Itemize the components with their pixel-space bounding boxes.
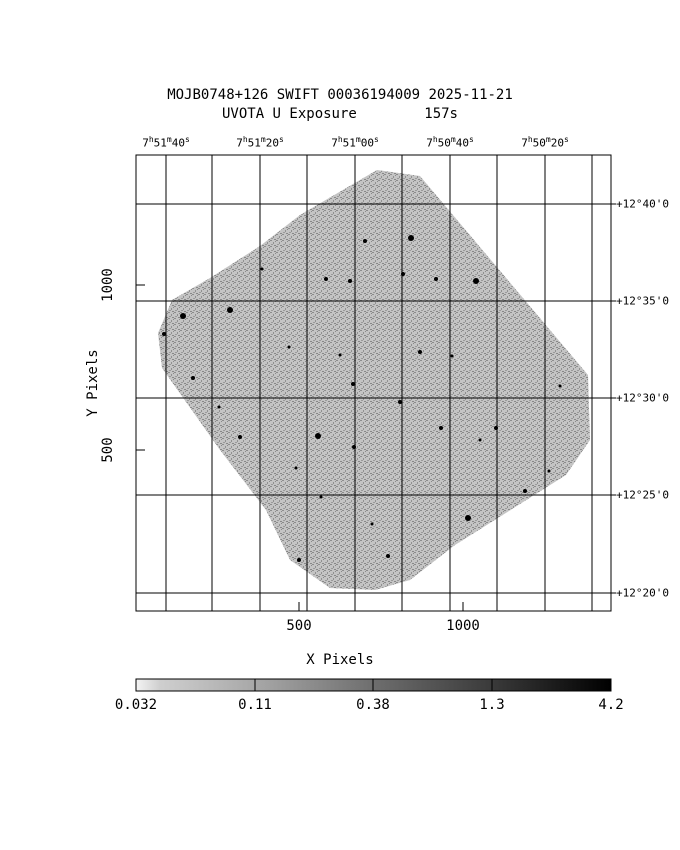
- star-point: [315, 433, 321, 439]
- star-point: [180, 313, 186, 319]
- x-axis-label: X Pixels: [306, 652, 374, 668]
- star-point: [523, 489, 527, 493]
- star-point: [227, 307, 233, 313]
- star-point: [338, 353, 342, 357]
- star-point: [434, 277, 438, 281]
- star-point: [439, 426, 443, 430]
- star-point: [478, 438, 482, 442]
- star-point: [319, 495, 323, 499]
- star-point: [547, 469, 551, 473]
- colorbar-ticks: [254, 679, 493, 691]
- dec-label-0: +12°40'0: [616, 197, 669, 211]
- star-point: [191, 376, 195, 380]
- star-point: [294, 466, 298, 470]
- dec-label-3: +12°25'0: [616, 488, 669, 502]
- star-point: [465, 515, 471, 521]
- star-point: [370, 522, 374, 526]
- star-point: [348, 279, 352, 283]
- star-point: [297, 558, 301, 562]
- dec-label-4: +12°20'0: [616, 586, 669, 600]
- coordinate-grid: [136, 155, 611, 611]
- star-point: [324, 277, 328, 281]
- x-tick-1000: 1000: [446, 618, 480, 634]
- star-point: [418, 350, 422, 354]
- star-point: [351, 382, 355, 386]
- star-point: [398, 400, 402, 404]
- star-point: [217, 405, 221, 409]
- star-point: [473, 278, 479, 284]
- star-point: [260, 267, 264, 271]
- y-tick-1000: 1000: [100, 268, 116, 302]
- colorbar-label-3: 1.3: [479, 697, 505, 713]
- axis-ticks: [136, 203, 616, 611]
- image-title: MOJB0748+126 SWIFT 00036194009 2025-11-2…: [167, 87, 513, 103]
- dec-label-1: +12°35'0: [616, 294, 669, 308]
- colorbar-label-4: 4.2: [598, 697, 624, 713]
- ra-label-1: 7h51m20s: [236, 135, 284, 150]
- star-point: [558, 384, 562, 388]
- y-tick-500: 500: [100, 437, 116, 463]
- colorbar-label-1: 0.11: [238, 697, 272, 713]
- star-point: [408, 235, 414, 241]
- star-point: [162, 332, 166, 336]
- colorbar-label-2: 0.38: [356, 697, 390, 713]
- star-point: [238, 435, 242, 439]
- plot-frame: [135, 154, 612, 612]
- ra-label-0: 7h51m40s: [142, 135, 190, 150]
- ra-label-2: 7h51m00s: [331, 135, 379, 150]
- colorbar-label-0: 0.032: [114, 697, 158, 713]
- x-tick-500: 500: [286, 618, 312, 634]
- star-point: [363, 239, 367, 243]
- image-subtitle: UVOTA U Exposure 157s: [221, 106, 458, 122]
- star-point: [450, 354, 454, 358]
- y-axis-label: Y Pixels: [85, 349, 101, 417]
- ra-label-4: 7h50m20s: [521, 135, 569, 150]
- ra-label-3: 7h50m40s: [426, 135, 474, 150]
- star-point: [386, 554, 390, 558]
- star-point: [287, 345, 291, 349]
- dec-label-2: +12°30'0: [616, 391, 669, 405]
- exposure-field: [158, 170, 590, 590]
